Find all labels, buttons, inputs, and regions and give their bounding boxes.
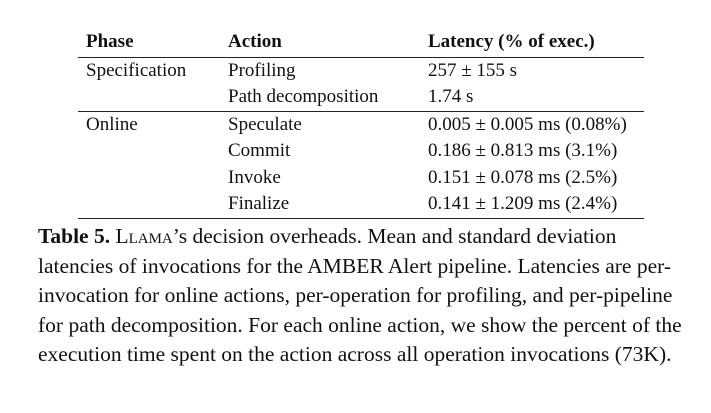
action-cell: Finalize [228, 193, 290, 214]
header-latency: Latency (% of exec.) [428, 31, 595, 52]
header-phase: Phase [86, 31, 134, 52]
phase-cell-empty [78, 84, 228, 111]
caption-system-name: Llama [115, 224, 173, 248]
table: Phase Action Latency (% of exec.) Specif… [78, 26, 644, 219]
action-cell: Invoke [228, 166, 281, 188]
action-cell: Commit [228, 140, 291, 161]
table-row: Online Speculate 0.005 ± 0.005 ms (0.08%… [78, 111, 644, 138]
phase-cell-empty [78, 165, 228, 192]
action-cell: Profiling [228, 59, 296, 81]
table-row: Path decomposition 1.74 s [78, 84, 644, 111]
latency-cell: 0.186 ± 0.813 ms (3.1%) [428, 140, 618, 161]
latency-cell: 0.005 ± 0.005 ms (0.08%) [428, 113, 627, 135]
phase-cell: Specification [86, 59, 187, 81]
latency-cell: 0.141 ± 1.209 ms (2.4%) [428, 193, 618, 214]
header-action: Action [228, 31, 282, 52]
latency-cell: 0.151 ± 0.078 ms (2.5%) [428, 166, 618, 188]
overheads-table: Phase Action Latency (% of exec.) Specif… [78, 26, 644, 219]
table-row: Invoke 0.151 ± 0.078 ms (2.5%) [78, 165, 644, 192]
phase-cell-empty [78, 138, 228, 165]
latency-cell: 257 ± 155 s [428, 59, 518, 81]
phase-cell-empty [78, 191, 228, 218]
phase-cell: Online [86, 113, 138, 135]
table-caption: Table 5. Llama’s decision overheads. Mea… [38, 222, 688, 370]
caption-text: ’s decision overheads. Mean and standard… [38, 224, 682, 367]
table-header-row: Phase Action Latency (% of exec.) [78, 26, 644, 57]
table-row: Commit 0.186 ± 0.813 ms (3.1%) [78, 138, 644, 165]
action-cell: Path decomposition [228, 86, 379, 107]
table-row: Specification Profiling 257 ± 155 s [78, 57, 644, 84]
latency-cell: 1.74 s [428, 86, 474, 107]
action-cell: Speculate [228, 113, 302, 135]
caption-label: Table 5. [38, 224, 111, 248]
table-row: Finalize 0.141 ± 1.209 ms (2.4%) [78, 191, 644, 218]
